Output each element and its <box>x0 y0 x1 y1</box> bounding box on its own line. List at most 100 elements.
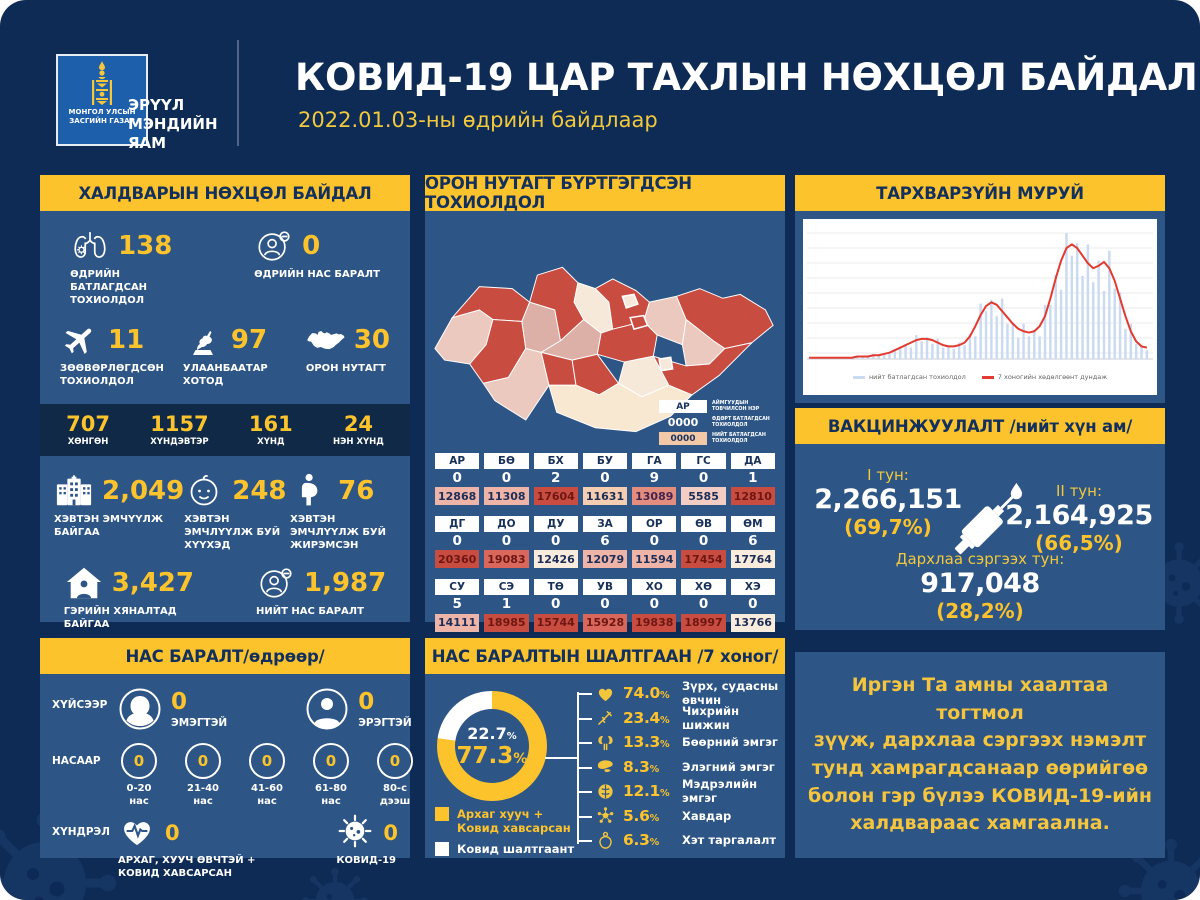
dose1-value: 2,266,151 <box>814 484 962 515</box>
severity-strip: 707 ХӨНГӨН 1157 ХҮНДЭВТЭР 161 ХҮНД 24 НЭН ХҮНД <box>40 404 410 456</box>
map-region-ОР <box>629 314 649 331</box>
map-legend: АР АЙМГУУДЫН ТОВЧИЛСОН НЭР 0000 ӨДӨРТ БАТЛА… <box>659 397 777 445</box>
aimag-cell: ДГ 0 20360 <box>435 516 480 569</box>
panel-deaths-title: НАС БАРАЛТ/өдрөөр/ <box>40 638 410 674</box>
age-label: 41-60 нас <box>251 783 283 807</box>
aimag-cell: ТӨ 0 15744 <box>533 579 578 632</box>
stat-label: ӨДРИЙН НАС БАРАЛТ <box>254 269 380 280</box>
death-cause-label: Бөөрний эмгэг <box>682 735 778 750</box>
aimag-abbr: ДА <box>730 453 775 469</box>
severity-item: 1157 ХҮНДЭВТЭР <box>150 412 208 447</box>
booster-block: Дархлаа сэргээх тун: 917,048 (28,2%) <box>795 550 1165 623</box>
death-cause-row: 74.0% Зүрх, судасны өвчин <box>578 679 781 707</box>
aimag-abbr: БУ <box>582 453 628 469</box>
stat-value: 1,987 <box>304 568 387 598</box>
heart-icon <box>595 684 616 703</box>
age-value: 0 <box>133 752 145 770</box>
aimag-cell: ХО 0 19838 <box>632 579 677 632</box>
death-cause-percent: 74.0% <box>623 684 675 702</box>
aimag-abbr: ДГ <box>435 516 480 533</box>
aimag-cell: ЗА 6 12079 <box>582 516 628 569</box>
aimag-abbr: ТӨ <box>533 579 578 596</box>
map-region-ТӨ <box>596 320 658 363</box>
aimag-total-count: 17604 <box>533 487 578 506</box>
stat-item: 2,049 ХЭВТЭН ЭМЧҮҮЛЖ БАЙГАА <box>54 472 184 552</box>
deaths-complication-row: ХҮНДРЭЛ 0 АРХАГ, ХУУЧ ӨВЧТЭЙ + КОВИД ХАВС… <box>40 814 410 880</box>
map-region-ГС <box>658 356 674 372</box>
age-circle: 0 <box>313 743 349 779</box>
page-subtitle: 2022.01.03-ны өдрийн байдлаар <box>298 108 658 132</box>
aimag-abbr: АР <box>435 453 480 469</box>
panel-regional-cases: ОРОН НУТАГТ БҮРТГЭГДСЭН ТОХИОЛДОЛ АР АЙМГ… <box>425 174 785 632</box>
aimag-abbr: ГА <box>632 453 677 469</box>
dose2-percent: (66,5%) <box>1035 531 1123 555</box>
map-legend-label: АЙМГУУДЫН ТОВЧИЛСОН НЭР <box>712 400 760 412</box>
age-value: 0 <box>197 752 209 770</box>
panel-vaccination: ВАКЦИНЖУУЛАЛТ /нийт хүн ам/ I тун: 2,266… <box>795 408 1165 630</box>
aimag-abbr: БХ <box>533 453 578 469</box>
percent-sign: % <box>649 763 660 775</box>
body-icon <box>595 831 616 850</box>
infection-row-daily: 138 ӨДРИЙН БАТЛАГДСАН ТОХИОЛДОЛ 0 ӨДРИЙН НА… <box>40 227 410 307</box>
booster-label: Дархлаа сэргээх тун: <box>895 550 1065 568</box>
aimag-total-count: 19083 <box>484 550 529 569</box>
syringe-icon <box>933 468 1037 580</box>
kidney-icon <box>595 733 616 752</box>
death-cause-percent: 5.6% <box>623 807 675 825</box>
age-value: 0 <box>325 752 337 770</box>
stat-item: 248 ХЭВТЭН ЭМЧЛҮҮЛЖ БУЙ ХҮҮХЭД <box>184 472 290 552</box>
death-cause-label: Чихрийн шижин <box>682 703 740 732</box>
aimag-abbr: ЗА <box>582 516 628 533</box>
aimag-abbr: ОР <box>632 516 677 533</box>
infection-row-location: 11 ЗӨӨВӨРЛӨГДСӨН ТОХИОЛДОЛ 97 УЛААНБААТАР Х… <box>40 321 410 388</box>
death-cause-value: 8.3 <box>623 757 650 776</box>
aimag-daily-count: 0 <box>649 533 659 550</box>
legend-swatch <box>981 375 994 379</box>
aimag-abbr: БӨ <box>484 453 529 469</box>
aimag-abbr: ДУ <box>533 516 578 533</box>
home-person-icon <box>64 564 104 602</box>
person-mask-icon <box>256 564 296 602</box>
dose1-percent: (69,7%) <box>844 515 932 539</box>
aimag-daily-count: 0 <box>452 470 462 486</box>
liver-icon <box>595 757 616 776</box>
panel-epicurve-title: ТАРХВАРЗҮЙН МУРУЙ <box>795 175 1165 211</box>
stat-label: ГЭРИЙН ХЯНАЛТАД БАЙГАА <box>63 606 177 630</box>
aimag-daily-count: 0 <box>698 533 709 550</box>
panel-infection-title: ХАЛДВАРЫН НӨХЦӨЛ БАЙДАЛ <box>40 175 410 211</box>
aimag-daily-count: 1 <box>748 470 758 486</box>
severity-value: 24 <box>343 412 374 436</box>
aimag-abbr: ХО <box>632 579 677 596</box>
aimag-total-count: 12079 <box>582 550 628 569</box>
header-divider <box>237 40 239 146</box>
severity-label: ХӨНГӨН <box>67 437 109 447</box>
page-title: КОВИД-19 ЦАР ТАХЛЫН НӨХЦӨЛ БАЙДАЛ <box>295 56 1198 99</box>
legend-swatch-white <box>435 842 449 856</box>
stat-item: 1,987 НИЙТ НАС БАРАЛТ <box>256 564 386 631</box>
stat-value: 3,427 <box>111 568 194 598</box>
death-cause-label: Мэдрэлийн эмгэг <box>682 777 758 806</box>
gender-value: 0 <box>358 689 375 715</box>
aimag-total-count: 11308 <box>484 487 529 506</box>
death-cause-percent: 13.3% <box>623 733 675 751</box>
stat-item: 3,427 ГЭРИЙН ХЯНАЛТАД БАЙГАА <box>64 564 194 631</box>
severity-label: ХҮНДЭВТЭР <box>150 437 209 447</box>
map-legend-label: ӨДӨРТ БАТЛАГДСАН ТОХИОЛДОЛ <box>712 416 770 428</box>
aimag-daily-count: 2 <box>551 470 561 486</box>
aimag-cell: ДУ 0 12426 <box>533 516 578 569</box>
advice-text: Иргэн Та амны хаалтаа тогтмол зүүж, дарх… <box>807 674 1153 835</box>
booster-percent: (28,2%) <box>936 599 1024 623</box>
complication-row-label: ХҮНДРЭЛ <box>52 826 110 838</box>
death-cause-value: 12.1 <box>623 782 661 801</box>
death-cause-label: Хэт таргалалт <box>682 833 777 848</box>
booster-value: 917,048 <box>920 568 1040 599</box>
age-label: 61-80 нас <box>315 783 347 807</box>
deaths-age-row: НАСААР 0 0-20 нас 0 21-40 нас 0 41-60 нас 0 61-… <box>40 743 413 808</box>
severity-value: 161 <box>248 412 293 436</box>
aimag-cell: УВ 0 15928 <box>582 579 628 632</box>
death-cause-row: 6.3% Хэт таргалалт <box>578 828 781 853</box>
dose2-block: II тун: 2,164,925 (66,5%) <box>999 482 1159 555</box>
aimag-total-count: 12426 <box>533 550 578 569</box>
aimag-total-count: 5585 <box>681 487 726 506</box>
deaths-gender-row: ХҮЙСЭЭР 0 ЭМЭГТЭЙ 0 ЭРЭГТЭЙ <box>40 687 412 735</box>
